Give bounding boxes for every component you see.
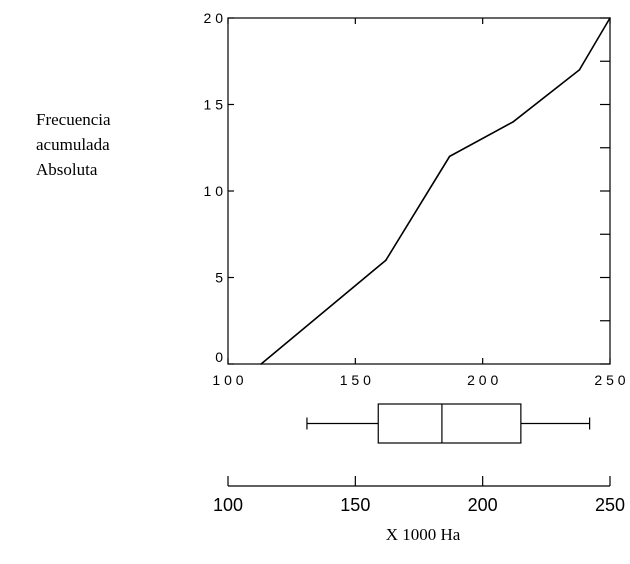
plot-border	[227, 17, 611, 365]
x-tick-label: 2 5 0	[594, 372, 625, 388]
x-axis-title: X 1000 Ha	[385, 525, 461, 544]
bottom-axis-tick-label: 250	[595, 495, 625, 515]
cumulative-line	[260, 17, 611, 365]
y-axis-label: Frecuencia acumulada Absoluta	[36, 107, 111, 182]
y-axis-label-line-2: acumulada	[36, 135, 110, 154]
x-tick-label: 2 0 0	[467, 372, 498, 388]
y-tick-label: 1 0	[204, 183, 224, 199]
y-tick-label: 5	[215, 270, 223, 286]
bottom-x-axis: 100 150 200 250	[213, 476, 625, 515]
y-tick-label: 1 5	[204, 97, 224, 113]
y-axis-ticks: 0 5 1 0 1 5 2 0	[204, 10, 610, 365]
y-tick-label: 0	[215, 349, 223, 365]
x-tick-label: 1 5 0	[340, 372, 371, 388]
data-point	[260, 363, 262, 365]
y-tick-label: 2 0	[204, 10, 224, 26]
data-point	[512, 121, 515, 123]
bottom-axis-tick-label: 150	[340, 495, 370, 515]
bottom-axis-tick-label: 100	[213, 495, 243, 515]
x-axis-ticks: 1 0 0 1 5 0 2 0 0 2 5 0	[212, 18, 626, 388]
box-iqr	[377, 403, 522, 444]
data-point	[578, 69, 581, 71]
data-point	[385, 259, 387, 262]
boxplot	[306, 403, 591, 444]
series-line	[260, 17, 611, 365]
y-axis-label-line-1: Frecuencia	[36, 110, 111, 129]
data-point	[448, 155, 451, 158]
bottom-axis-tick-label: 200	[468, 495, 498, 515]
plot-frame	[227, 17, 611, 365]
x-tick-label: 1 0 0	[212, 372, 243, 388]
data-point	[609, 17, 611, 19]
y-axis-label-line-3: Absoluta	[36, 160, 98, 179]
